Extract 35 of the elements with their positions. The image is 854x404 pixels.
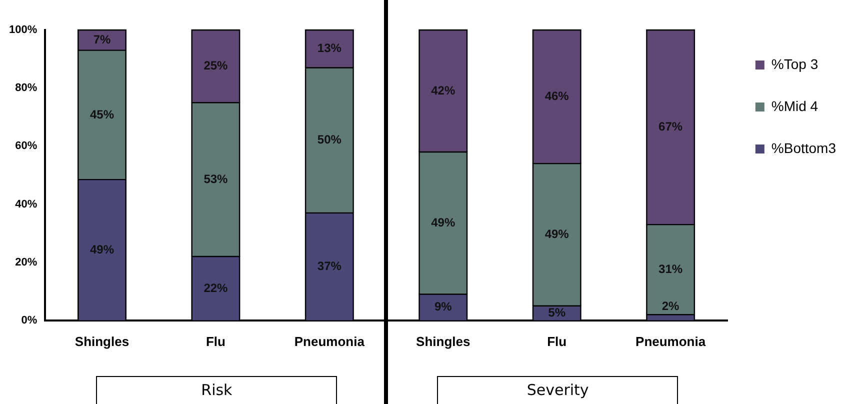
y-tick-label: 100% xyxy=(8,24,38,36)
data-label: 46% xyxy=(544,89,570,104)
x-tick-label: Shingles xyxy=(416,334,470,349)
data-label: 49% xyxy=(431,215,456,230)
data-label: 49% xyxy=(90,242,114,256)
x-tick-label: Flu xyxy=(206,334,226,349)
y-tick-label: 0% xyxy=(21,314,38,326)
data-label: 45% xyxy=(90,107,114,122)
x-tick-label: Flu xyxy=(547,334,567,349)
x-tick-label: Shingles xyxy=(74,334,130,349)
data-label: 13% xyxy=(317,41,342,56)
data-label: 49% xyxy=(544,227,570,242)
y-tick-label: 20% xyxy=(15,256,38,268)
legend-label: %Top 3 xyxy=(771,56,818,72)
legend-label: %Mid 4 xyxy=(771,98,818,114)
data-label: 25% xyxy=(204,58,228,73)
x-tick-label: Pneumonia xyxy=(294,334,366,349)
data-label: 7% xyxy=(93,32,111,46)
text: Severity xyxy=(437,376,678,404)
text: Risk xyxy=(96,376,338,404)
data-label: 5% xyxy=(548,305,566,320)
y-tick-label: 80% xyxy=(15,82,38,94)
data-label: 31% xyxy=(658,262,683,276)
data-label: 22% xyxy=(204,280,228,295)
data-label: 53% xyxy=(204,172,228,186)
y-tick-label: 40% xyxy=(15,198,38,210)
data-label: 67% xyxy=(658,120,683,134)
data-label: 42% xyxy=(431,83,456,98)
data-label: 50% xyxy=(317,132,342,147)
y-tick-label: 60% xyxy=(15,140,38,152)
data-label: 37% xyxy=(317,258,342,273)
data-label: 9% xyxy=(434,300,452,314)
legend-label: %Bottom3 xyxy=(771,140,836,156)
x-tick-label: Pneumonia xyxy=(636,334,706,349)
data-label: 2% xyxy=(662,298,680,313)
